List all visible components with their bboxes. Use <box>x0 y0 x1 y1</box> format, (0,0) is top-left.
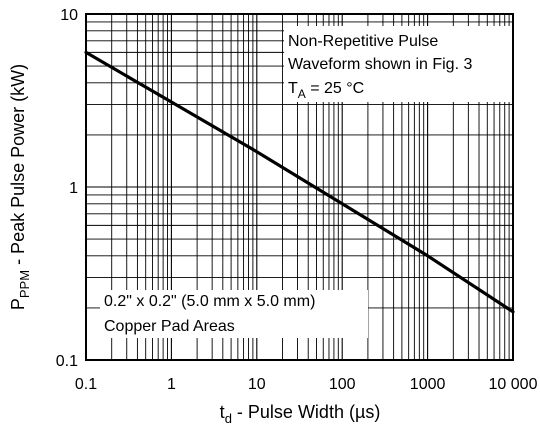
x-tick-label: 1 <box>167 376 176 393</box>
plot-frame <box>85 13 514 361</box>
y-axis-label: PPPM - Peak Pulse Power (kW) <box>8 64 32 310</box>
tick-labels: 0.1 1 10 100 1000 10 000 0.1 1 10 <box>56 7 538 393</box>
x-tick-label: 0.1 <box>75 376 97 393</box>
annotation-pad-line1: 0.2" x 0.2" (5.0 mm x 5.0 mm) <box>104 293 315 310</box>
annotation-conditions-line2: Waveform shown in Fig. 3 <box>288 56 472 73</box>
x-tick-label: 100 <box>329 376 356 393</box>
y-tick-label: 10 <box>60 7 78 24</box>
annotation-backgrounds <box>100 26 512 338</box>
annotation-box-conditions <box>284 26 512 102</box>
annotation-box-pad <box>100 290 368 338</box>
annotation-pad-line2: Copper Pad Areas <box>104 318 235 335</box>
x-tick-label: 10 <box>248 376 266 393</box>
x-tick-label: 1000 <box>410 376 446 393</box>
y-tick-label: 0.1 <box>56 353 78 370</box>
series <box>84 50 515 314</box>
x-axis-label: td - Pulse Width (µs) <box>220 402 381 426</box>
annotation-conditions-line1: Non-Repetitive Pulse <box>288 33 438 50</box>
annotation-conditions-line3: TA = 25 °C <box>288 80 364 101</box>
series-line <box>84 50 515 314</box>
x-tick-label: 10 000 <box>489 376 538 393</box>
y-tick-label: 1 <box>69 180 78 197</box>
